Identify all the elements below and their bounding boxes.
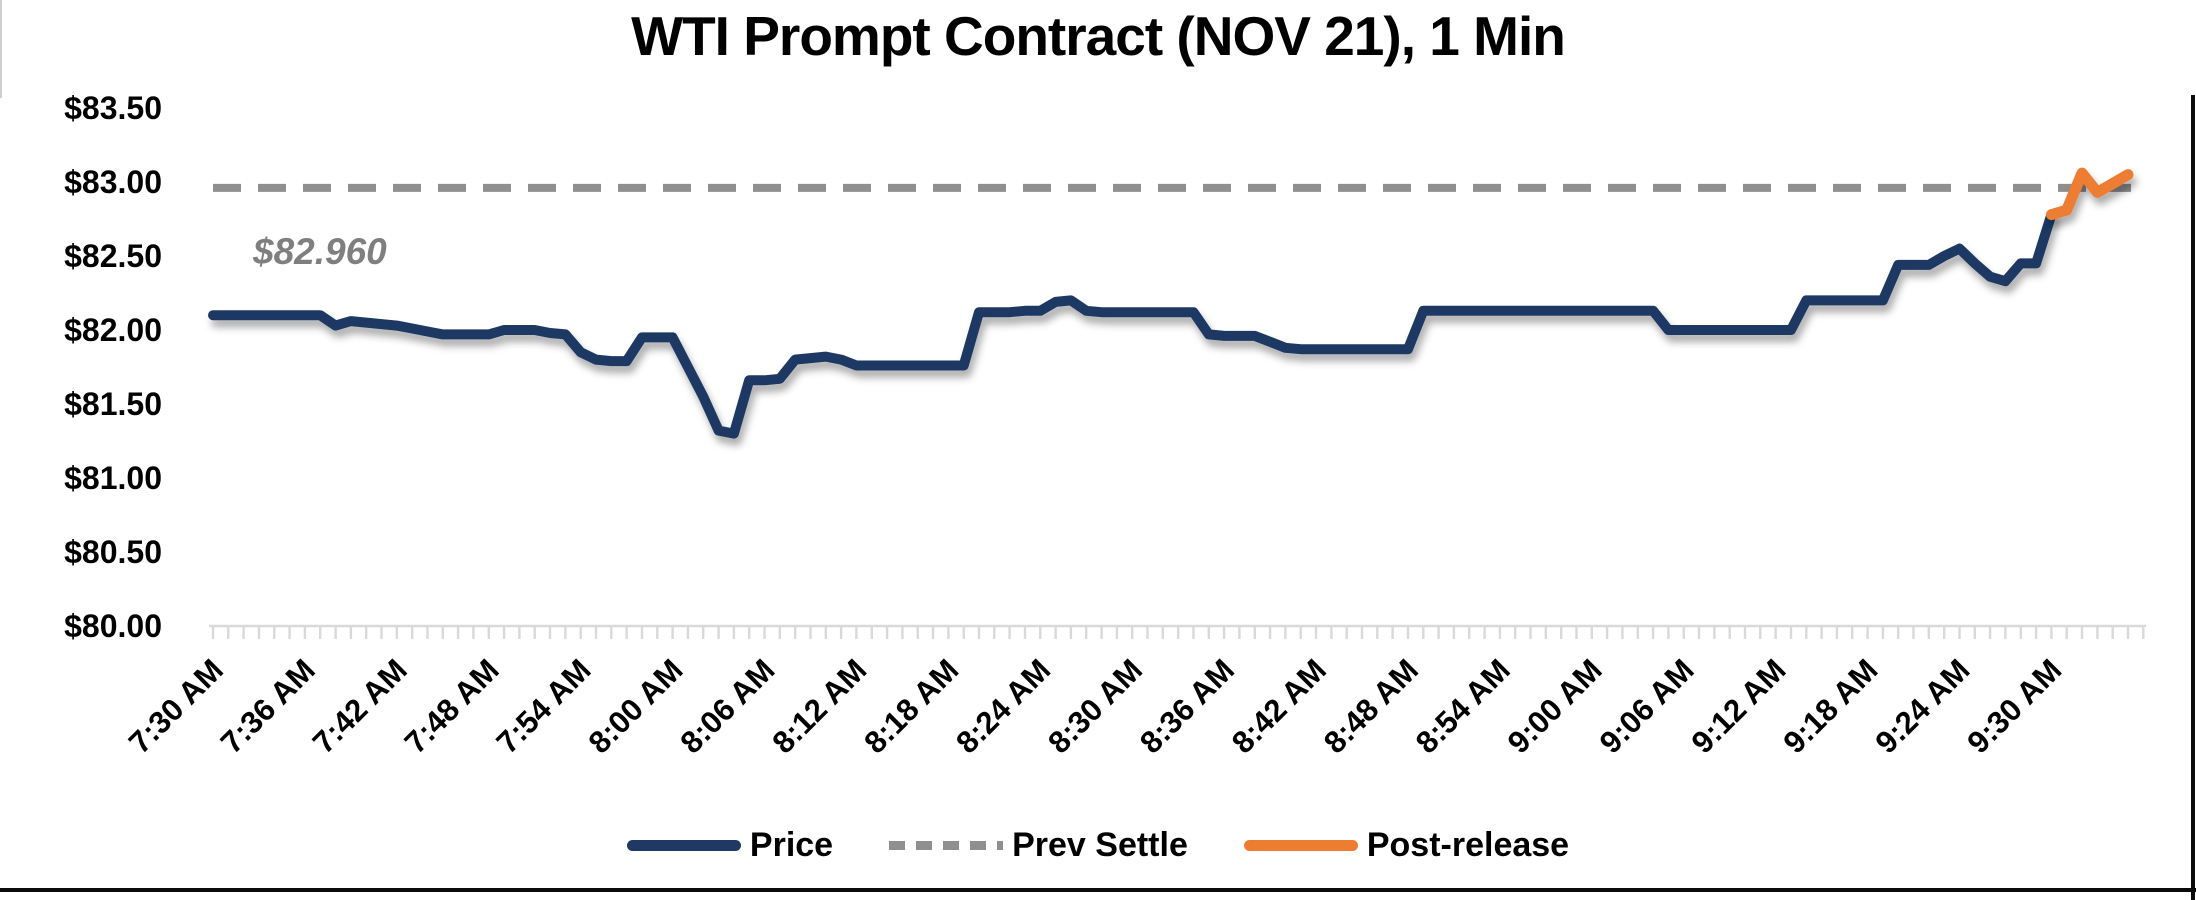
chart-title: WTI Prompt Contract (NOV 21), 1 Min bbox=[631, 5, 1566, 67]
x-axis-label: 7:48 AM bbox=[398, 652, 506, 760]
x-axis-label: 8:30 AM bbox=[1041, 652, 1149, 760]
y-axis-label: $80.50 bbox=[64, 534, 162, 570]
x-axis-label: 8:36 AM bbox=[1133, 652, 1241, 760]
prev-settle-dashed-swatch-icon bbox=[889, 841, 1004, 850]
x-axis-label: 8:48 AM bbox=[1317, 652, 1425, 760]
window-edge-left bbox=[0, 0, 2, 98]
y-axis-label: $82.00 bbox=[64, 312, 162, 348]
x-axis-labels: 7:30 AM7:36 AM7:42 AM7:48 AM7:54 AM8:00 … bbox=[122, 652, 2068, 760]
x-axis-label: 7:36 AM bbox=[214, 652, 322, 760]
y-axis-label: $81.50 bbox=[64, 386, 162, 422]
x-axis-label: 9:30 AM bbox=[1960, 652, 2068, 760]
x-axis-label: 9:18 AM bbox=[1777, 652, 1885, 760]
x-axis-label: 8:18 AM bbox=[857, 652, 965, 760]
x-axis-label: 8:06 AM bbox=[673, 652, 781, 760]
legend-label-prev-settle: Prev Settle bbox=[1012, 826, 1188, 864]
y-axis-label: $83.50 bbox=[64, 90, 162, 126]
x-axis-label: 8:42 AM bbox=[1225, 652, 1333, 760]
legend-item-post-release: Post-release bbox=[1243, 826, 1570, 865]
x-axis-label: 7:54 AM bbox=[490, 652, 598, 760]
prev-settle-annotation: $82.960 bbox=[253, 231, 387, 272]
x-axis-label: 9:24 AM bbox=[1868, 652, 1976, 760]
x-axis-label: 9:06 AM bbox=[1593, 652, 1701, 760]
legend-item-price: Price bbox=[626, 826, 834, 865]
legend-label-post-release: Post-release bbox=[1366, 826, 1570, 864]
y-axis-label: $80.00 bbox=[64, 608, 162, 644]
post-release-polyline bbox=[2045, 167, 2134, 221]
minute-tick-marks bbox=[211, 626, 2145, 639]
post-release-line-swatch-icon bbox=[1243, 840, 1358, 851]
x-axis-label: 9:00 AM bbox=[1501, 652, 1609, 760]
price-line bbox=[208, 209, 2057, 439]
x-axis-label: 7:30 AM bbox=[122, 652, 230, 760]
y-axis-label: $83.00 bbox=[64, 164, 162, 200]
legend-item-prev-settle: Prev Settle bbox=[889, 826, 1188, 865]
legend: Price Prev Settle Post-release bbox=[0, 826, 2196, 865]
x-axis-ticks bbox=[211, 626, 2145, 639]
window-edge-right bbox=[2191, 95, 2195, 900]
price-line-swatch-icon bbox=[626, 840, 741, 851]
x-axis-label: 8:12 AM bbox=[765, 652, 873, 760]
price-polyline bbox=[208, 209, 2057, 439]
x-axis-label: 8:24 AM bbox=[949, 652, 1057, 760]
x-axis-label: 8:54 AM bbox=[1409, 652, 1517, 760]
x-axis-label: 7:42 AM bbox=[306, 652, 414, 760]
x-axis-label: 8:00 AM bbox=[582, 652, 690, 760]
y-axis-label: $81.00 bbox=[64, 460, 162, 496]
legend-label-price: Price bbox=[749, 826, 834, 864]
window-edge-bottom bbox=[0, 888, 2196, 892]
y-axis-label: $82.50 bbox=[64, 238, 162, 274]
x-axis-label: 9:12 AM bbox=[1685, 652, 1793, 760]
post-release-line bbox=[2045, 167, 2134, 221]
y-axis-labels: $83.50 $83.00 $82.50 $82.00 $81.50 $81.00 $80.… bbox=[64, 90, 162, 644]
